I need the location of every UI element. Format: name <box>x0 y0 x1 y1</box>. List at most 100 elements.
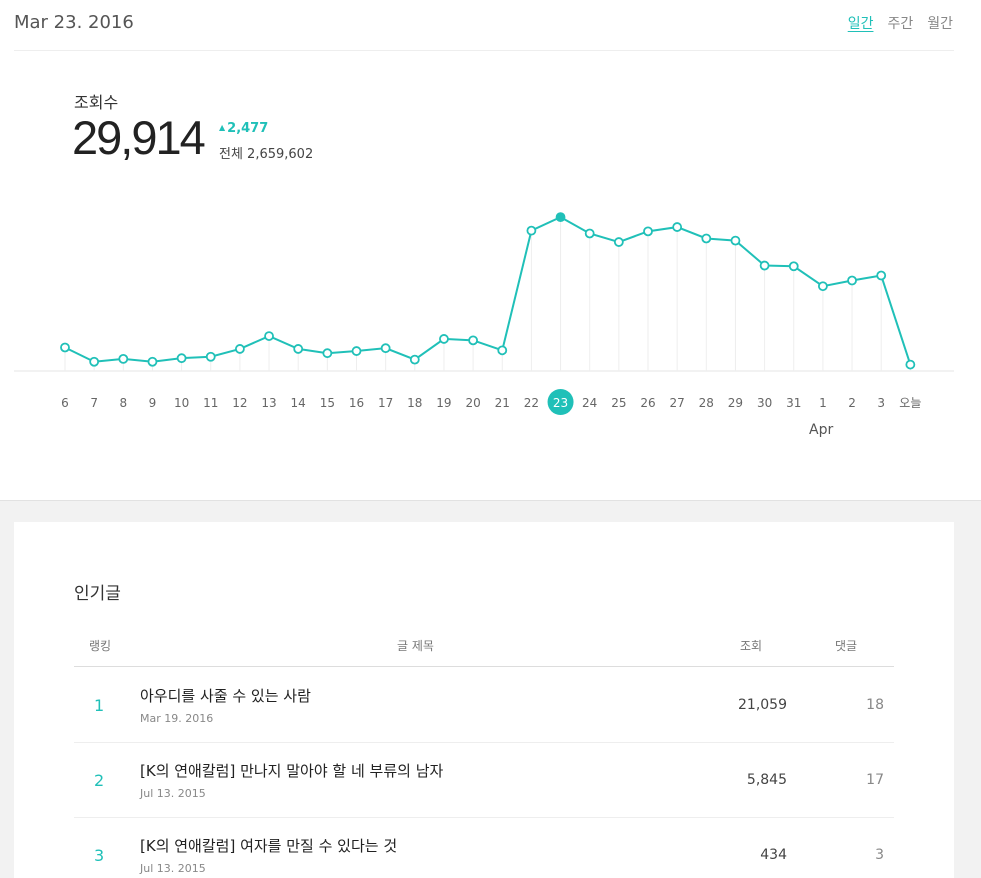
view-count: 5,845 <box>746 772 787 788</box>
comment-count: 17 <box>866 772 884 788</box>
post-title-link[interactable]: [K의 연애칼럼] 만나지 말아야 할 네 부류의 남자 <box>140 762 444 780</box>
x-tick-label: 9 <box>149 396 157 410</box>
data-point <box>468 335 479 346</box>
rank: 2 <box>94 771 105 790</box>
x-tick-label: 31 <box>786 396 801 410</box>
header-title: 글 제목 <box>397 639 434 653</box>
data-point <box>876 270 887 281</box>
data-point <box>847 275 857 286</box>
data-point <box>380 343 391 354</box>
x-tick-label: 27 <box>670 396 685 410</box>
x-tick-label: 오늘 <box>899 396 921 410</box>
total-views: 전체 2,659,602 <box>219 147 314 162</box>
views-line-chart: 6 7 8 9 10 11 12 13 14 15 16 17 18 19 20 21 22 23 24 25 26 27… <box>14 212 954 415</box>
x-tick-label: 18 <box>407 396 422 410</box>
tab-weekly[interactable]: 주간 <box>887 16 914 32</box>
tab-daily[interactable]: 일간 <box>847 16 874 32</box>
table-row[interactable]: 2 [K의 연애칼럼] 만나지 말아야 할 네 부류의 남자 Jul 13. 2… <box>74 743 894 818</box>
up-triangle-icon: ▲ <box>219 123 226 132</box>
post-date: Jul 13. 2015 <box>140 787 206 800</box>
data-point <box>176 353 187 364</box>
data-point <box>118 353 129 364</box>
x-tick-label: 20 <box>465 396 480 410</box>
view-count: 434 <box>760 847 787 863</box>
table-row[interactable]: 3 [K의 연애칼럼] 여자를 만질 수 있다는 것 Jul 13. 2015 … <box>74 818 894 878</box>
stats-panel: Mar 23. 2016 일간 주간 월간 조회수 29,914 ▲ 2,477 … <box>0 0 981 501</box>
data-point <box>264 331 274 341</box>
card-title: 인기글 <box>74 584 121 604</box>
x-tick-label: 21 <box>495 396 510 410</box>
data-point <box>672 222 683 232</box>
x-tick-label: 7 <box>90 396 98 410</box>
post-date: Mar 19. 2016 <box>140 712 214 725</box>
post-date: Jul 13. 2015 <box>140 862 206 875</box>
data-point <box>205 351 216 362</box>
data-point <box>818 281 828 292</box>
x-tick-label: 30 <box>757 396 772 410</box>
x-tick-label: 19 <box>436 396 451 410</box>
tab-monthly[interactable]: 월간 <box>927 16 953 32</box>
comment-count: 3 <box>875 847 884 863</box>
x-tick-label: 6 <box>61 396 69 410</box>
x-tick-label: 2 <box>848 396 856 410</box>
post-title-link[interactable]: [K의 연애칼럼] 여자를 만질 수 있다는 것 <box>140 837 398 855</box>
data-point <box>613 237 624 247</box>
data-point <box>293 344 304 354</box>
data-point <box>147 356 158 367</box>
data-point <box>409 354 420 365</box>
table-header: 랭킹 글 제목 조회 댓글 <box>74 627 894 667</box>
metric-value: 29,914 <box>72 111 206 164</box>
rank: 1 <box>94 696 105 715</box>
x-tick-label: 1 <box>819 396 827 410</box>
popular-posts-card: 인기글 랭킹 글 제목 조회 댓글 1 아우디를 사줄 수 있는 사람 Mar … <box>14 522 954 878</box>
view-count: 21,059 <box>738 697 787 713</box>
x-tick-label: 24 <box>582 396 597 410</box>
x-tick-label: 25 <box>611 396 626 410</box>
rank: 3 <box>94 846 105 865</box>
post-title-link[interactable]: 아우디를 사줄 수 있는 사람 <box>140 687 311 705</box>
data-point <box>555 212 566 223</box>
x-tick-label: 29 <box>728 396 743 410</box>
header-comments: 댓글 <box>835 639 858 653</box>
x-tick-label: 12 <box>232 396 247 410</box>
x-tick-label: 13 <box>261 396 276 410</box>
data-point <box>351 346 362 356</box>
x-tick-label: 11 <box>203 396 218 410</box>
series-line <box>64 215 912 365</box>
delta-value: ▲ 2,477 <box>219 121 268 136</box>
month-label-apr: Apr <box>809 422 834 438</box>
data-point <box>526 225 537 236</box>
x-tick-label: 15 <box>320 396 335 410</box>
header-rank: 랭킹 <box>89 639 112 653</box>
x-tick-label: 16 <box>349 396 364 410</box>
data-point <box>439 334 449 344</box>
x-tick-label: 23 <box>553 396 568 410</box>
date-label: Mar 23. 2016 <box>14 12 134 33</box>
data-point <box>905 359 916 370</box>
x-tick-label: 10 <box>174 396 189 410</box>
data-point <box>497 345 508 356</box>
data-point <box>759 260 770 271</box>
data-point <box>584 228 595 239</box>
x-tick-label: 3 <box>877 396 885 410</box>
data-point <box>60 342 70 353</box>
x-tick-label: 8 <box>119 396 127 410</box>
x-tick-label: 17 <box>378 396 393 410</box>
data-point <box>730 235 741 246</box>
data-point <box>89 356 100 367</box>
comment-count: 18 <box>866 697 884 713</box>
data-point <box>643 226 653 237</box>
x-tick-label: 14 <box>291 396 306 410</box>
x-tick-label: 22 <box>524 396 539 410</box>
x-tick-label: 28 <box>699 396 714 410</box>
data-point <box>234 344 245 354</box>
data-point <box>701 233 712 244</box>
header-views: 조회 <box>740 639 763 653</box>
metric-label: 조회수 <box>74 93 119 112</box>
divider <box>14 50 954 51</box>
data-point <box>322 348 333 359</box>
data-point <box>788 261 799 272</box>
x-tick-label: 26 <box>640 396 655 410</box>
selected-day-marker <box>547 389 574 415</box>
table-row[interactable]: 1 아우디를 사줄 수 있는 사람 Mar 19. 2016 21,059 18 <box>74 668 894 743</box>
